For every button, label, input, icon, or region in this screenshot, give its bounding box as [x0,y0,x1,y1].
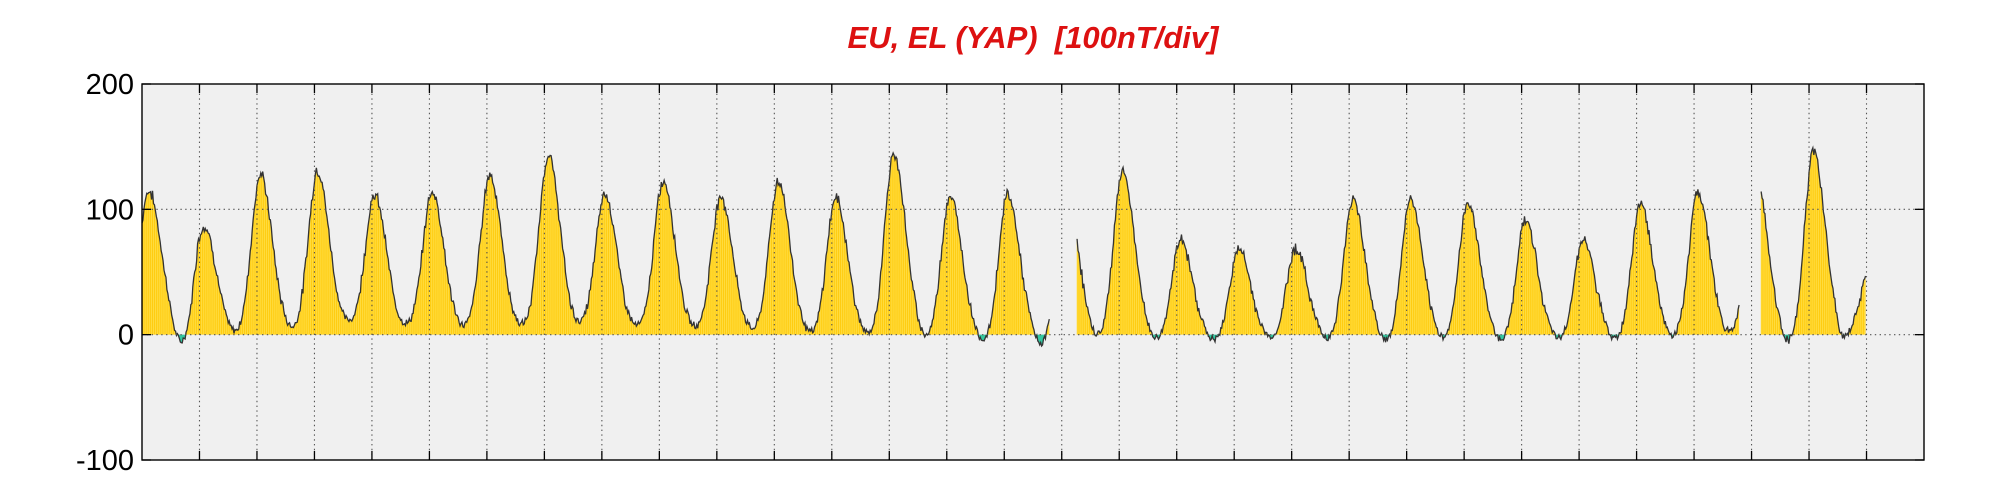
trace-layer [141,145,1867,348]
y-tick-label: 100 [86,194,134,226]
trace-line-run-1 [1076,165,1740,345]
positive-hourly-bars [141,147,1865,335]
grid-layer [142,84,1924,460]
positive-area-run-2 [1761,147,1866,335]
chart-title: EU, EL (YAP) [100nT/div] [847,20,1219,55]
y-tick-label: 200 [86,69,134,101]
plot-area-background [142,84,1924,460]
tick-layer [142,83,1924,461]
y-tick-label: -100 [76,445,134,477]
trace-line-run-2 [1760,145,1867,344]
plot-frame [141,83,1925,461]
negative-area-run-1 [1077,334,1740,343]
trace-line-run-0 [141,151,1050,348]
negative-fill-layer [142,334,1866,347]
y-tick-label: 0 [118,320,134,352]
y-tick-labels: 200 100 0 -100 [76,69,134,477]
